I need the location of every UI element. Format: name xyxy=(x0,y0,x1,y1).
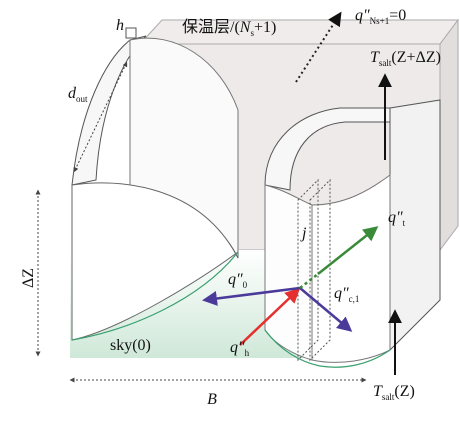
panel-side xyxy=(440,20,458,250)
label-part: h xyxy=(245,348,250,358)
label-part: q″ xyxy=(228,271,243,288)
label-dz: ΔZ xyxy=(20,268,37,288)
diagram: 保温层/(Ns+1) q″Ns+1=0 Tsalt(Z+ΔZ) h dout Δ… xyxy=(0,0,460,421)
label-part: salt xyxy=(382,392,395,402)
label-b: B xyxy=(207,391,217,408)
label-part: 0 xyxy=(243,280,248,290)
label-part: c,1 xyxy=(349,294,360,304)
label-part: Ns+1 xyxy=(370,16,390,26)
label-part: salt xyxy=(379,58,392,68)
label-part: +1) xyxy=(254,19,276,36)
label-t-bottom: Tsalt(Z) xyxy=(373,383,415,402)
label-dout: dout xyxy=(68,85,88,104)
label-part: 保温层/( xyxy=(182,18,240,36)
label-part: (Z) xyxy=(394,383,414,400)
label-part: q″ xyxy=(334,285,349,302)
label-q-top: q″Ns+1=0 xyxy=(355,7,406,26)
label-j: j xyxy=(300,225,307,242)
label-part: q″ xyxy=(230,339,245,356)
label-part: (Z+ΔZ) xyxy=(391,49,441,66)
label-part: q″ xyxy=(388,209,403,226)
label-insulation: 保温层/(Ns+1) xyxy=(182,18,276,38)
label-part: out xyxy=(76,94,88,104)
right-shell-front xyxy=(265,185,312,360)
label-sky: sky(0) xyxy=(110,337,151,354)
label-h: h xyxy=(116,17,124,34)
label-part: =0 xyxy=(389,7,406,24)
h-marker xyxy=(126,28,136,38)
label-part: q″ xyxy=(355,7,370,24)
